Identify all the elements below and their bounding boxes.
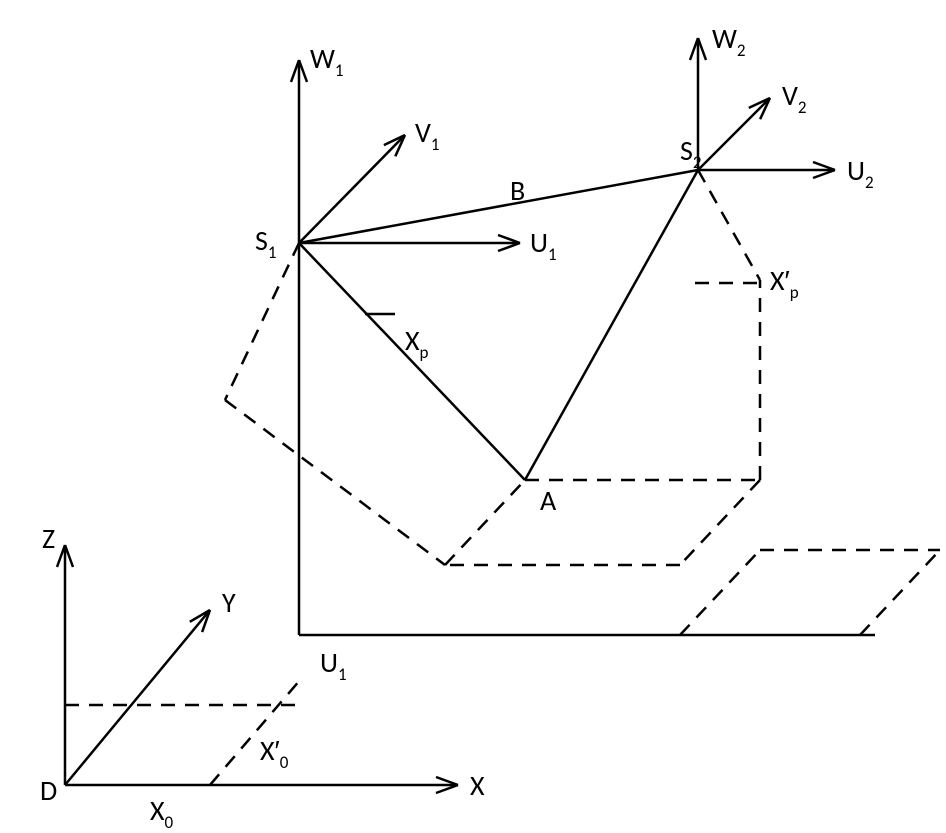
edge-S2-A [525, 170, 698, 480]
edge-box2_br-box2_tr [860, 550, 940, 635]
label-A: A [540, 483, 557, 518]
label-U1: U1 [530, 225, 557, 265]
label-X: X [470, 768, 485, 803]
edge-S2-Xp_prime [698, 170, 760, 280]
edge-box_tr-box_br [680, 480, 760, 565]
edge-S1-A [299, 243, 525, 480]
label-X0p: X′0 [260, 733, 289, 773]
edge-box_bl-box_tl [445, 480, 525, 565]
edges-layer [57, 38, 940, 793]
edge-S1plane_tl-box_bl [225, 400, 445, 565]
label-D: D [40, 773, 57, 808]
edge-D-Y_end [65, 610, 210, 785]
coordinate-diagram: DXYZX0X′0S1U1V1W1U1S2U2V2W2BAXpX′p [0, 0, 946, 833]
label-Y: Y [222, 585, 236, 620]
label-Xp: Xp [405, 323, 429, 363]
label-X0: X0 [150, 793, 174, 833]
label-U2: U2 [847, 153, 874, 193]
edge-box2_bl-box2_tl [680, 550, 760, 635]
edge-S2-V2_end [698, 98, 770, 170]
label-V1: V1 [415, 115, 440, 155]
label-U1b: U1 [320, 645, 347, 685]
label-B: B [510, 173, 525, 208]
label-Xpp: X′p [770, 263, 799, 303]
label-W2: W2 [712, 21, 746, 61]
label-V2: V2 [782, 78, 807, 118]
label-W1: W1 [310, 41, 344, 81]
label-S1: S1 [255, 223, 277, 263]
labels-layer: DXYZX0X′0S1U1V1W1U1S2U2V2W2BAXpX′p [40, 21, 874, 833]
edge-S1-S1plane_tl [225, 243, 299, 400]
label-Z: Z [42, 521, 55, 556]
